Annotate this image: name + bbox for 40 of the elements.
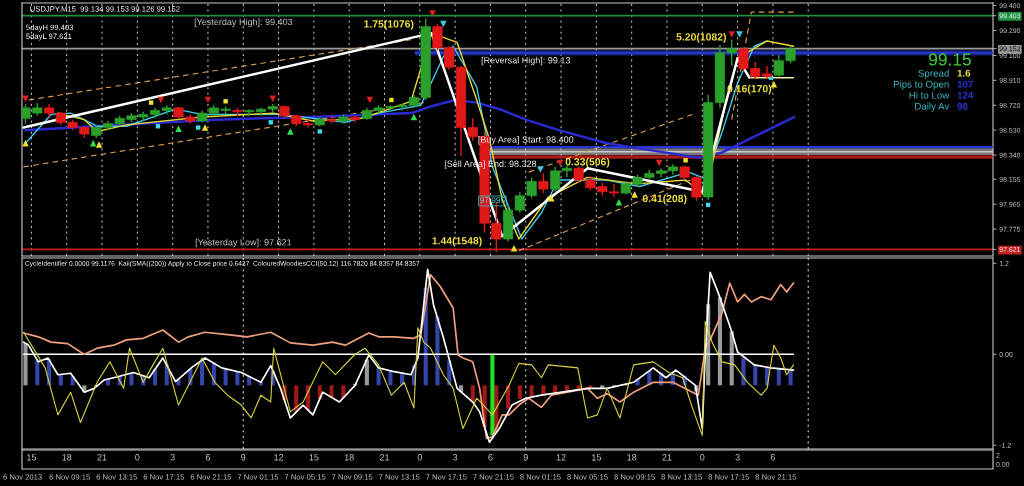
annotation: 0.33(506) (565, 157, 610, 168)
annotation: Spread (918, 69, 949, 79)
x-tick-label: 6 (770, 454, 776, 461)
annotation: 124 (957, 91, 974, 99)
x-tick-label: 6 (488, 454, 493, 461)
annotation: 0.41(208) (642, 194, 687, 205)
annotation: 1.6 (957, 69, 971, 77)
annotation: Hi to Low (909, 91, 950, 99)
x-tick-label: 12 (556, 454, 566, 461)
annotation: Pips to Open (893, 80, 949, 90)
x-tick-label: 3 (735, 454, 740, 461)
x-tick-label: 0 (135, 454, 140, 461)
ref-line-label: [Yesterday High]: 99.403 (194, 18, 293, 27)
x-tick-label: 18 (344, 454, 354, 461)
x-tick-label: 0 (417, 454, 422, 461)
x-tick-label: 3 (170, 454, 175, 461)
x-tick-label: 9 (241, 454, 246, 461)
x-tick-label: 15 (592, 454, 601, 461)
x-tick-label: 21 (379, 454, 390, 461)
x-tick-label: 3 (452, 454, 458, 461)
annotation: Daily Av (915, 102, 950, 112)
x-tick-label: 21 (662, 454, 672, 461)
annotation: 99.15 (929, 53, 971, 66)
ref-line-label: [Yesterday Low]: 97.621 (195, 238, 292, 248)
x-tick-label: 6 (205, 454, 211, 461)
annotation: 98 (957, 102, 968, 110)
annotation: [Reversal High]: 99.13 (481, 56, 571, 66)
x-tick-label: 15 (27, 454, 37, 461)
x-tick-label: 9 (523, 454, 528, 461)
annotation: 1.75(1076) (364, 19, 414, 30)
x-tick-label: 15 (309, 454, 319, 461)
x-tick-label: 18 (62, 454, 72, 461)
annotation: 1.44(1548) (432, 236, 482, 247)
x-tick-label: 18 (627, 454, 637, 461)
annotation: 5.20(1082) (676, 32, 726, 43)
x-tick-label: 0 (700, 454, 705, 461)
annotation: 107 (957, 80, 973, 88)
annotation: 97.995 (480, 197, 505, 204)
x-tick-label: 21 (97, 454, 107, 461)
x-tick-label: 12 (274, 454, 284, 461)
